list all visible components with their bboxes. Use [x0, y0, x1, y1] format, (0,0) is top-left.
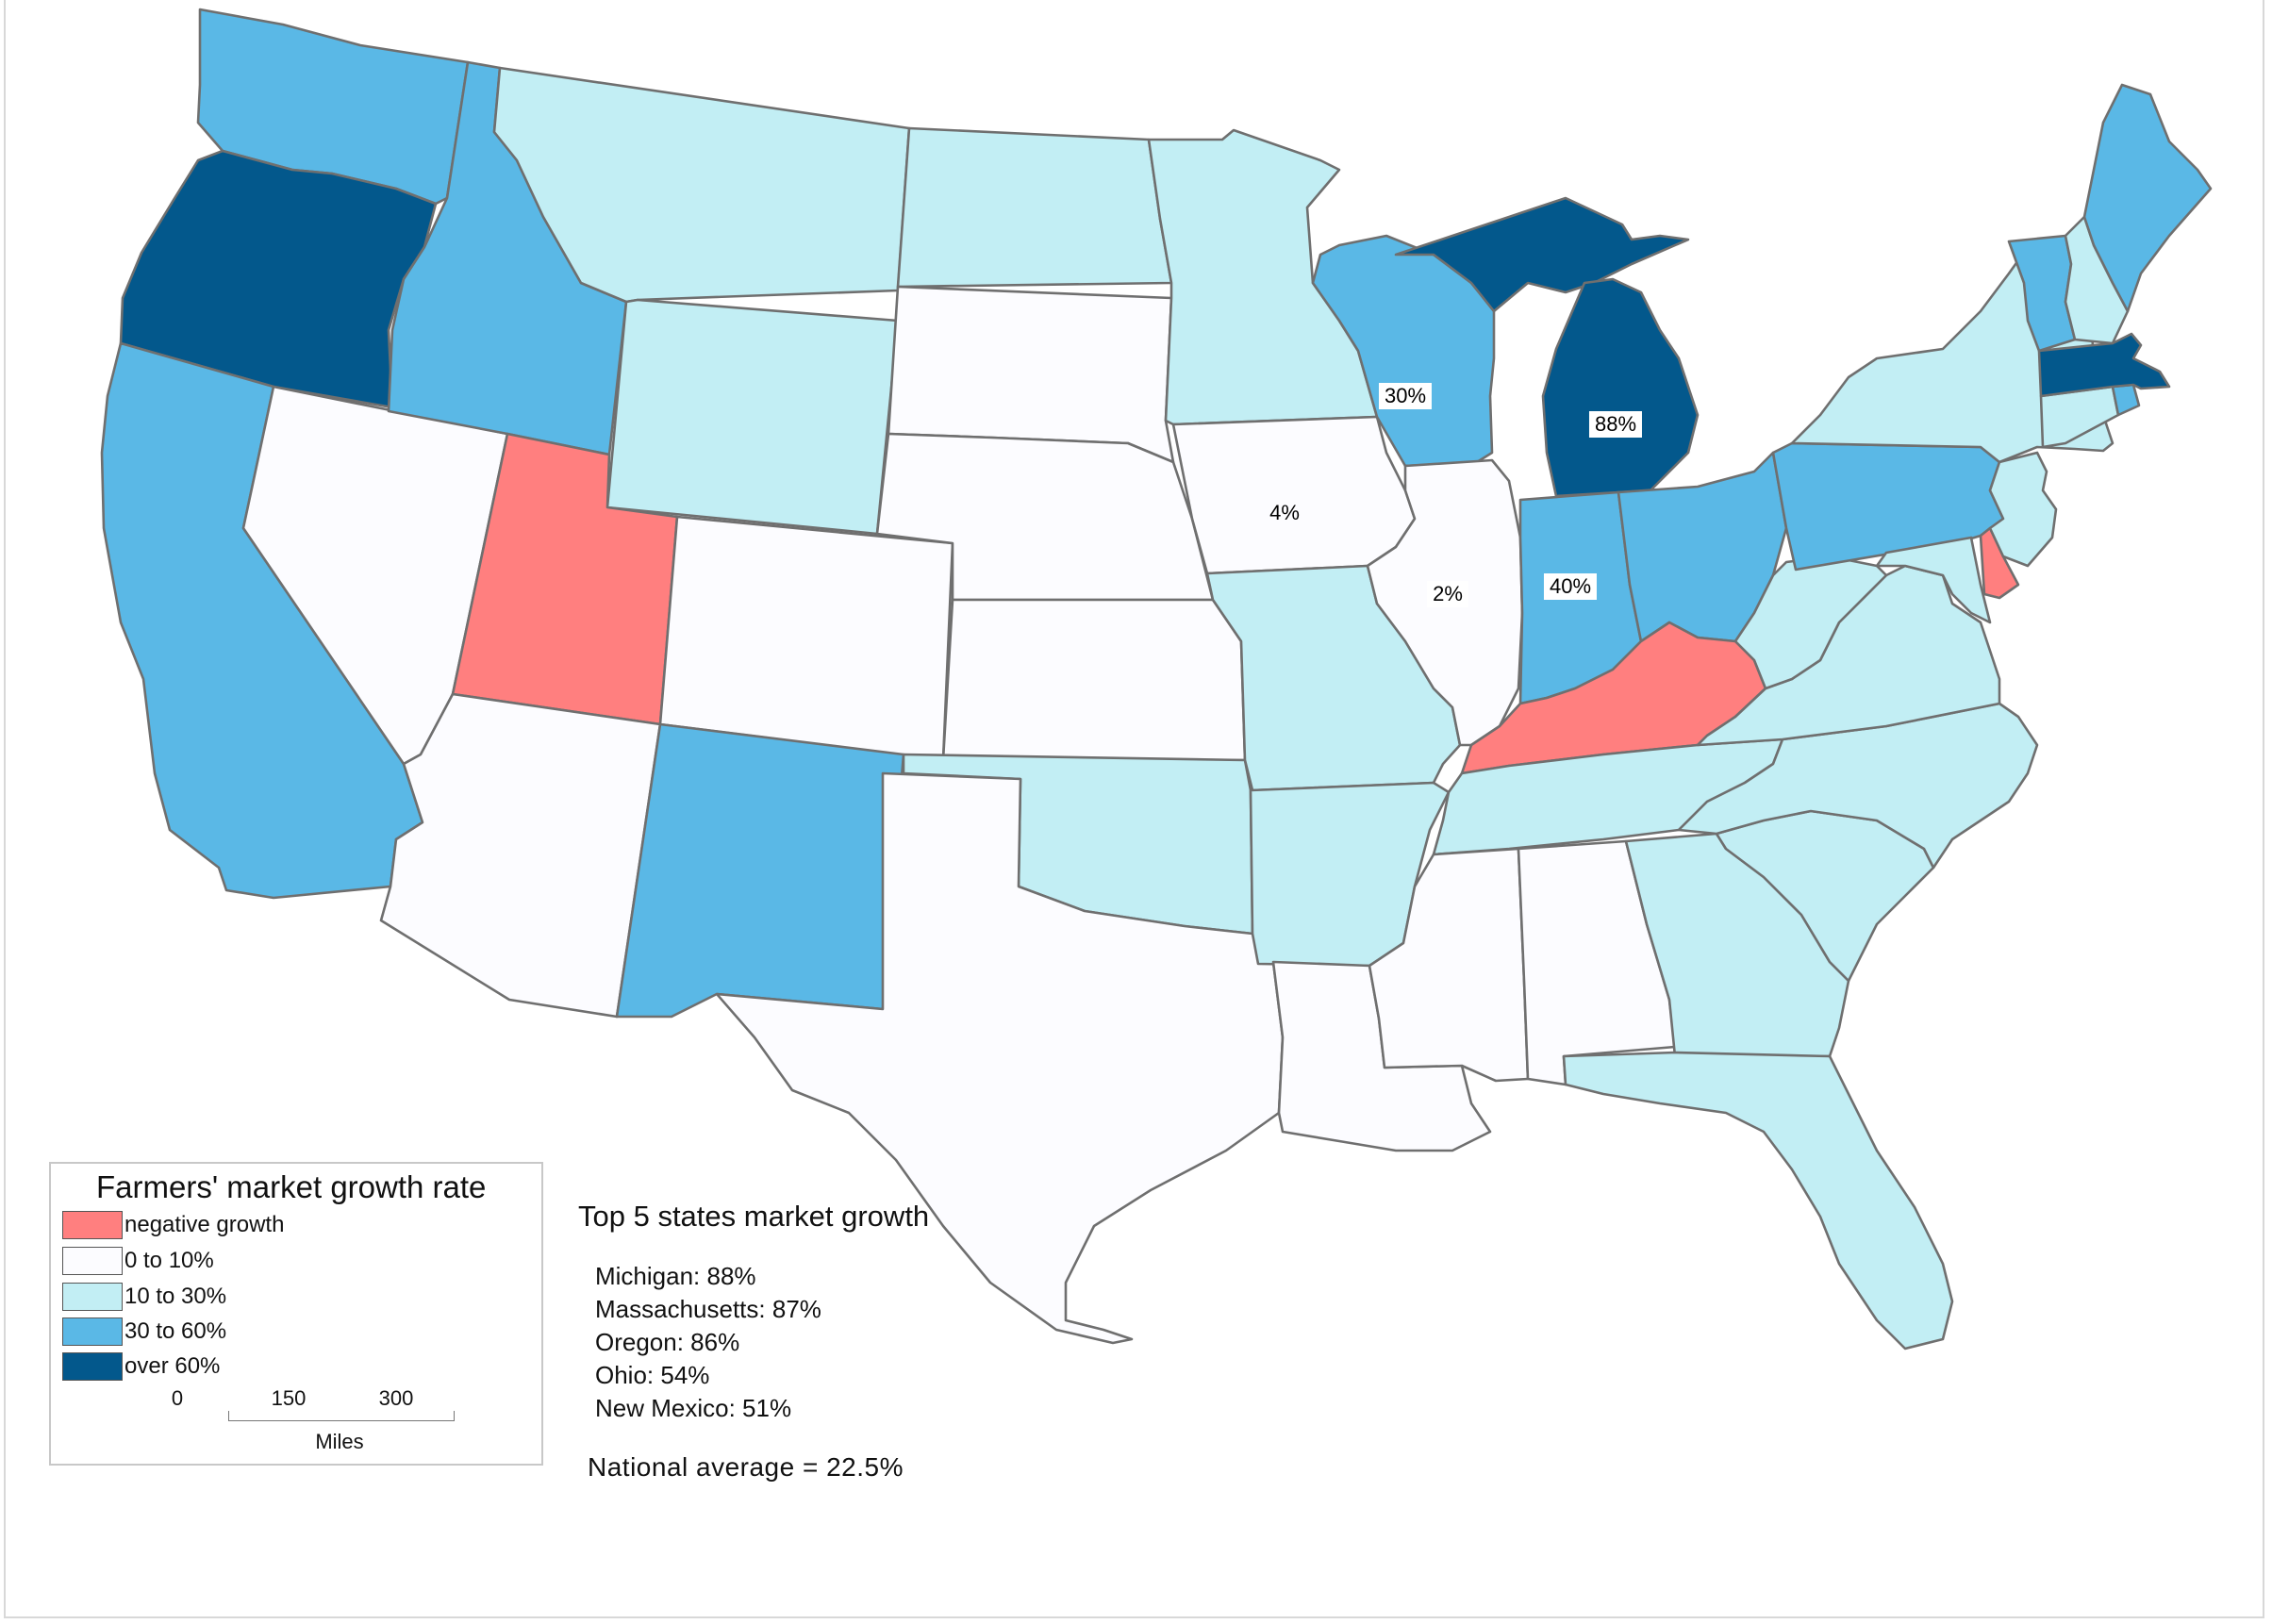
state-michigan-upper [1394, 196, 1690, 313]
state-michigan-lower [1541, 277, 1700, 498]
legend-swatch-high [62, 1317, 123, 1346]
state-new-mexico [615, 722, 905, 1019]
map-label-iowa: 4% [1269, 501, 1300, 524]
legend-item-top: over 60% [62, 1351, 220, 1383]
legend-label: negative growth [124, 1212, 285, 1237]
legend-item-negative: negative growth [62, 1209, 284, 1241]
legend-swatch-low [62, 1247, 123, 1275]
map-label-michigan: 88% [1588, 411, 1643, 438]
top5-item: Ohio: 54% [595, 1361, 710, 1389]
top5-title: Top 5 states market growth [578, 1200, 930, 1233]
legend-item-high: 30 to 60% [62, 1316, 226, 1348]
state-florida [1562, 1051, 1954, 1351]
state-wisconsin [1311, 234, 1496, 468]
scale-tick-300: 300 [378, 1386, 414, 1410]
scale-bar [228, 1411, 455, 1421]
state-colorado [658, 515, 954, 762]
legend-swatch-negative [62, 1211, 123, 1239]
legend-label: 10 to 30% [124, 1284, 227, 1309]
state-north-carolina [1677, 702, 2039, 870]
state-maine [2082, 83, 2213, 313]
map-label-illinois: 2% [1427, 581, 1468, 607]
state-north-dakota [896, 126, 1173, 289]
scale-tick-0: 0 [171, 1386, 184, 1410]
state-new-jersey [1988, 451, 2058, 568]
legend: Farmers' market growth rate negative gro… [49, 1162, 543, 1466]
state-massachusetts [2037, 332, 2171, 398]
map-label-wisconsin: 30% [1378, 383, 1433, 409]
state-iowa [1171, 415, 1417, 575]
legend-title: Farmers' market growth rate [96, 1169, 487, 1204]
top5-item: Massachusetts: 87% [595, 1295, 821, 1323]
legend-label: over 60% [124, 1353, 221, 1379]
map-label-indiana: 40% [1543, 573, 1598, 600]
map-frame [4, 0, 2264, 1618]
state-wyoming [605, 298, 900, 536]
legend-item-mid: 10 to 30% [62, 1281, 226, 1313]
scale-tick-150: 150 [271, 1386, 307, 1410]
national-average: National average = 22.5% [588, 1452, 904, 1482]
top5-item: New Mexico: 51% [595, 1394, 792, 1422]
legend-swatch-top [62, 1352, 123, 1381]
state-texas [715, 771, 1285, 1345]
legend-item-low: 0 to 10% [62, 1245, 214, 1277]
top5-item: Michigan: 88% [595, 1262, 756, 1290]
state-rhode-island [2111, 383, 2141, 417]
state-kansas [941, 598, 1247, 762]
state-maryland [1875, 536, 1992, 624]
legend-label: 0 to 10% [124, 1248, 214, 1273]
legend-label: 30 to 60% [124, 1318, 227, 1344]
scale-unit: Miles [315, 1430, 364, 1453]
top5-list: Michigan: 88% Massachusetts: 87% Oregon:… [595, 1260, 821, 1425]
top5-item: Oregon: 86% [595, 1328, 740, 1356]
legend-swatch-mid [62, 1283, 123, 1311]
